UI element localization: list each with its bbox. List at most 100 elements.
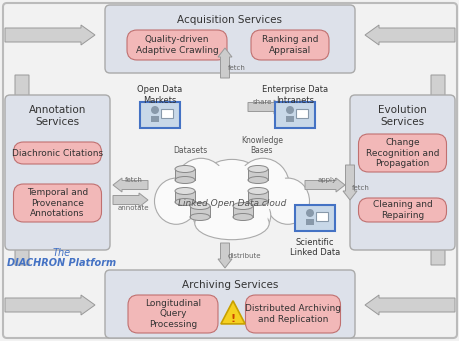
Ellipse shape: [268, 181, 306, 222]
FancyBboxPatch shape: [315, 212, 327, 221]
Text: apply: apply: [317, 177, 336, 183]
Text: Linked Open Data cloud: Linked Open Data cloud: [178, 198, 285, 208]
Ellipse shape: [199, 209, 264, 238]
Text: DIACHRON Platform: DIACHRON Platform: [7, 258, 116, 268]
FancyBboxPatch shape: [3, 3, 456, 338]
Ellipse shape: [157, 181, 195, 222]
FancyBboxPatch shape: [295, 109, 308, 118]
Ellipse shape: [193, 159, 270, 227]
FancyBboxPatch shape: [245, 295, 340, 333]
Polygon shape: [342, 165, 356, 200]
Ellipse shape: [190, 203, 210, 209]
Polygon shape: [113, 178, 148, 192]
Text: Cleaning and
Repairing: Cleaning and Repairing: [372, 200, 431, 220]
FancyBboxPatch shape: [285, 116, 293, 122]
Text: Acquisition Services: Acquisition Services: [177, 15, 282, 25]
Text: Ranking and
Appraisal: Ranking and Appraisal: [261, 35, 318, 55]
FancyBboxPatch shape: [274, 102, 314, 128]
Ellipse shape: [239, 162, 285, 210]
Text: Longitudinal
Query
Processing: Longitudinal Query Processing: [145, 299, 201, 329]
Ellipse shape: [247, 177, 268, 183]
Text: !: !: [230, 314, 235, 324]
FancyBboxPatch shape: [358, 198, 446, 222]
FancyBboxPatch shape: [294, 205, 334, 231]
Ellipse shape: [247, 198, 268, 206]
Text: Knowledge
Bases: Knowledge Bases: [241, 136, 282, 155]
Polygon shape: [427, 165, 447, 265]
FancyBboxPatch shape: [13, 142, 101, 164]
Ellipse shape: [174, 177, 195, 183]
FancyBboxPatch shape: [358, 134, 446, 172]
Polygon shape: [220, 301, 245, 324]
Polygon shape: [113, 193, 148, 207]
Text: Change
Recognition and
Propagation: Change Recognition and Propagation: [365, 138, 438, 168]
Text: distribute: distribute: [228, 253, 261, 259]
Ellipse shape: [197, 163, 265, 223]
Ellipse shape: [154, 178, 197, 224]
Text: Open Data
Markets: Open Data Markets: [137, 85, 182, 105]
Ellipse shape: [305, 209, 313, 217]
Polygon shape: [5, 295, 95, 315]
FancyBboxPatch shape: [247, 169, 268, 180]
Text: Archiving Services: Archiving Services: [181, 280, 278, 290]
Polygon shape: [364, 25, 454, 45]
Text: Quality-driven
Adaptive Crawling: Quality-driven Adaptive Crawling: [135, 35, 218, 55]
FancyBboxPatch shape: [247, 191, 268, 202]
Ellipse shape: [174, 198, 195, 206]
FancyBboxPatch shape: [105, 270, 354, 338]
Ellipse shape: [247, 188, 268, 194]
FancyBboxPatch shape: [174, 191, 195, 202]
Ellipse shape: [174, 188, 195, 194]
Text: The: The: [53, 248, 71, 258]
Ellipse shape: [224, 195, 270, 236]
Ellipse shape: [196, 197, 236, 234]
FancyBboxPatch shape: [5, 95, 110, 250]
Polygon shape: [5, 25, 95, 45]
Polygon shape: [364, 295, 454, 315]
Ellipse shape: [233, 213, 252, 221]
Polygon shape: [247, 100, 282, 114]
Ellipse shape: [190, 213, 210, 221]
Text: annotate: annotate: [118, 205, 149, 211]
FancyBboxPatch shape: [128, 295, 218, 333]
Text: Enterprise Data
Intranets: Enterprise Data Intranets: [261, 85, 327, 105]
FancyBboxPatch shape: [305, 219, 313, 225]
Ellipse shape: [247, 165, 268, 173]
Text: fetch: fetch: [228, 65, 246, 71]
FancyBboxPatch shape: [105, 5, 354, 73]
Ellipse shape: [233, 203, 252, 209]
FancyBboxPatch shape: [13, 184, 101, 222]
Polygon shape: [427, 75, 447, 175]
Polygon shape: [12, 165, 32, 265]
Ellipse shape: [285, 106, 293, 114]
Ellipse shape: [151, 106, 159, 114]
Ellipse shape: [178, 162, 224, 210]
Text: Temporal and
Provenance
Annotations: Temporal and Provenance Annotations: [27, 188, 88, 218]
FancyBboxPatch shape: [174, 169, 195, 180]
Ellipse shape: [265, 178, 309, 224]
Ellipse shape: [174, 165, 195, 173]
FancyBboxPatch shape: [349, 95, 454, 250]
Text: share: share: [252, 99, 272, 105]
FancyBboxPatch shape: [190, 206, 210, 217]
Ellipse shape: [174, 158, 227, 213]
Text: Datasets: Datasets: [173, 146, 207, 155]
Text: Evolution
Services: Evolution Services: [377, 105, 426, 127]
FancyBboxPatch shape: [140, 102, 179, 128]
Text: fetch: fetch: [351, 185, 369, 191]
FancyBboxPatch shape: [127, 30, 226, 60]
Ellipse shape: [227, 197, 268, 234]
Text: Annotation
Services: Annotation Services: [29, 105, 86, 127]
FancyBboxPatch shape: [233, 206, 252, 217]
Text: Scientific
Linked Data: Scientific Linked Data: [289, 238, 339, 257]
Ellipse shape: [193, 195, 239, 236]
Ellipse shape: [236, 158, 289, 213]
Polygon shape: [218, 48, 231, 78]
Polygon shape: [12, 75, 32, 175]
Text: fetch: fetch: [125, 177, 143, 183]
Text: Distributed Archiving
and Replication: Distributed Archiving and Replication: [245, 304, 340, 324]
Polygon shape: [218, 243, 231, 268]
FancyBboxPatch shape: [251, 30, 328, 60]
FancyBboxPatch shape: [161, 109, 173, 118]
Text: Diachronic Citations: Diachronic Citations: [12, 148, 103, 158]
